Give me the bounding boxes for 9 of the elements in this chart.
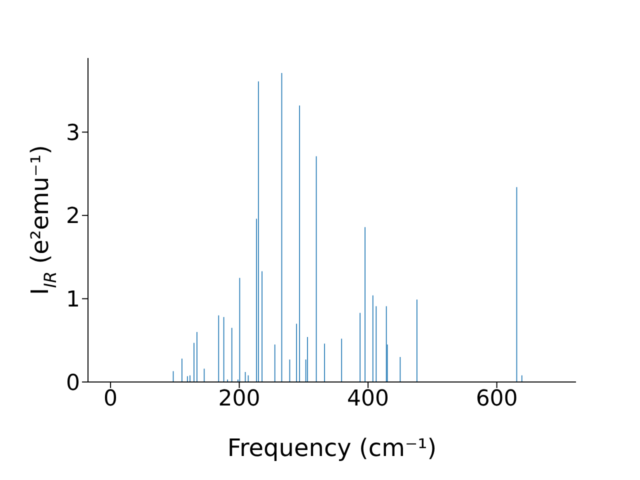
- y-tick-label: 2: [66, 204, 80, 230]
- y-tick-label: 3: [66, 120, 80, 146]
- x-tick-label: 200: [218, 386, 260, 412]
- x-tick-label: 600: [476, 386, 518, 412]
- x-axis-title: Frequency (cm⁻¹): [227, 434, 437, 462]
- x-tick-label: 0: [104, 386, 118, 412]
- y-tick-label: 0: [66, 370, 80, 396]
- x-tick-label: 400: [347, 386, 390, 412]
- y-tick-label: 1: [66, 288, 80, 313]
